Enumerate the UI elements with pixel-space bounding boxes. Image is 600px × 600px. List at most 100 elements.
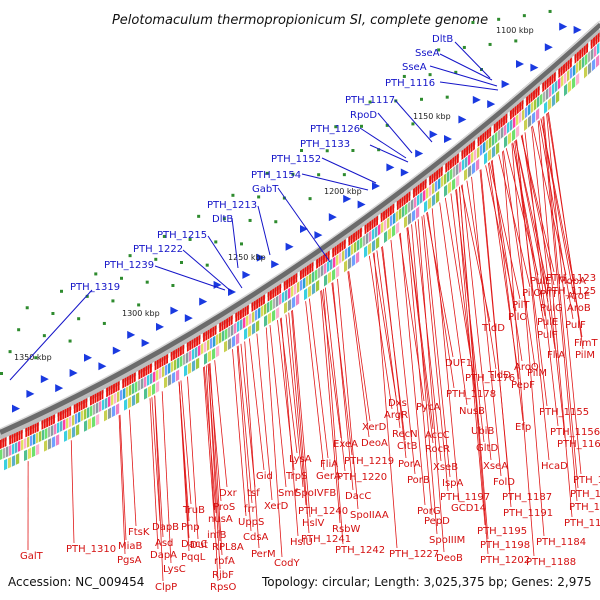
cds-feature — [150, 372, 153, 385]
cds-feature — [161, 356, 164, 367]
cds-feature — [320, 255, 323, 266]
inner-label: PerM — [251, 549, 276, 560]
cds-feature — [18, 430, 21, 441]
outer-feature-arrow — [256, 253, 265, 262]
cds-feature — [468, 165, 472, 178]
map-title: Pelotomaculum thermopropionicum SI, comp… — [112, 13, 488, 28]
cds-feature — [574, 53, 577, 64]
cds-feature — [237, 320, 240, 333]
cds-feature — [371, 219, 374, 230]
cds-feature — [480, 155, 484, 168]
cds-feature — [380, 233, 384, 247]
inner-label: LysC — [163, 564, 186, 575]
cds-feature — [0, 448, 3, 460]
inner-label: UppS — [238, 517, 264, 528]
inner-leader-line — [548, 112, 584, 350]
cds-feature — [354, 241, 357, 254]
cds-feature — [189, 350, 192, 362]
inner-label: PulG — [540, 303, 563, 314]
cds-feature — [306, 275, 309, 287]
scale-dot — [402, 74, 406, 78]
inner-label: XerD — [362, 422, 387, 433]
cds-feature — [114, 392, 117, 405]
outer-label: PTH_1215 — [157, 230, 207, 241]
cds-feature — [27, 436, 30, 448]
inner-label: PulF — [565, 320, 586, 331]
cds-feature — [243, 316, 246, 329]
cds-feature — [423, 189, 426, 202]
cds-feature — [212, 347, 216, 360]
inner-label: FtsK — [128, 527, 150, 538]
scale-dot — [34, 356, 38, 360]
cds-feature — [48, 416, 51, 427]
outer-label: SseA — [415, 48, 440, 59]
cds-feature — [528, 103, 531, 116]
inner-leader-line — [207, 364, 221, 570]
cds-feature — [341, 240, 344, 252]
cds-feature — [150, 363, 152, 374]
cds-feature — [110, 384, 113, 395]
cds-feature — [594, 45, 597, 58]
inner-leader-line — [532, 125, 567, 276]
outer-feature-arrow — [343, 194, 352, 203]
cds-feature — [318, 266, 321, 279]
scale-dot — [462, 45, 466, 49]
scale-dot — [145, 280, 149, 284]
cds-feature — [193, 337, 196, 348]
inner-label: ArgR — [384, 410, 408, 421]
cds-feature — [546, 88, 549, 101]
cds-feature — [526, 95, 528, 107]
cds-feature — [416, 206, 420, 219]
inner-leader-line — [214, 360, 228, 488]
cds-feature — [46, 417, 48, 428]
inner-label: Efp — [515, 422, 531, 433]
cds-feature — [39, 430, 42, 442]
cds-feature — [540, 104, 544, 118]
cds-feature — [210, 327, 212, 339]
inner-leader-line — [372, 253, 397, 398]
inner-label: XseB — [433, 462, 458, 473]
cds-feature — [207, 339, 210, 351]
inner-leader-line — [151, 397, 161, 522]
cds-feature — [234, 322, 237, 335]
inner-label: HcaD — [541, 461, 568, 472]
cds-feature — [28, 447, 32, 460]
cds-feature — [316, 258, 318, 269]
inner-label: PqqL — [181, 552, 206, 563]
cds-feature — [13, 432, 16, 443]
inner-label: PTH_1155 — [539, 407, 589, 418]
inner-label: PTH_1125 — [546, 286, 596, 297]
cds-feature — [400, 218, 404, 232]
scale-dot — [231, 193, 235, 197]
cds-feature — [92, 415, 96, 428]
cds-feature — [288, 287, 291, 300]
cds-feature — [283, 280, 286, 291]
cds-feature — [473, 140, 475, 151]
cds-feature — [567, 69, 570, 82]
cds-feature — [480, 134, 482, 145]
cds-feature — [270, 299, 273, 312]
inner-label: Gid — [256, 471, 273, 482]
cds-feature — [285, 289, 288, 302]
cds-feature — [410, 189, 413, 200]
cds-feature — [579, 58, 582, 72]
inner-leader-line — [376, 250, 401, 429]
cds-feature — [496, 121, 498, 132]
cds-feature — [588, 40, 591, 52]
cds-feature — [369, 220, 372, 232]
cds-feature — [597, 42, 600, 55]
cds-feature — [105, 397, 108, 409]
outer-feature-arrow — [285, 242, 294, 251]
cds-feature — [433, 171, 436, 183]
cds-feature — [195, 346, 198, 359]
cds-feature — [405, 203, 408, 216]
cds-feature — [453, 165, 456, 178]
cds-feature — [258, 297, 261, 308]
cds-feature — [78, 401, 81, 412]
inner-label: DacC — [345, 491, 371, 502]
cds-feature — [135, 381, 138, 393]
inner-label: Asd — [155, 538, 173, 549]
inner-leader-line — [154, 395, 164, 582]
inner-leader-line — [291, 310, 310, 534]
cds-feature — [572, 76, 576, 90]
